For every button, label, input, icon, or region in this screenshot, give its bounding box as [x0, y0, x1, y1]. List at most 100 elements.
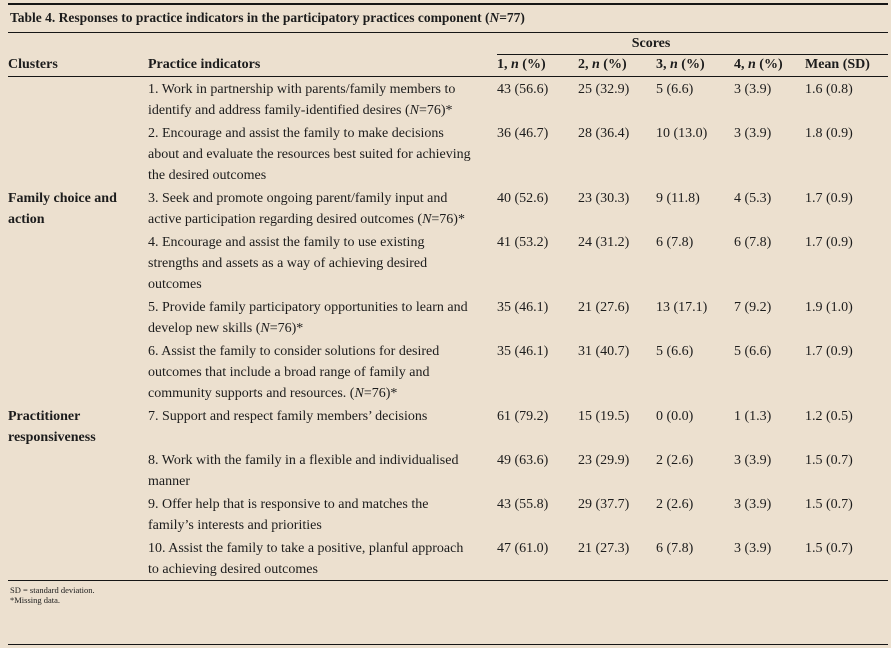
footnote-sd-definition: SD = standard deviation.: [10, 585, 95, 595]
scores-spanner-label: Scores: [497, 33, 805, 55]
score-value-1: 43 (55.8): [497, 497, 549, 512]
footnotes: SD = standard deviation. *Missing data.: [8, 581, 888, 605]
table-sheet: Table 4. Responses to practice indicator…: [8, 3, 888, 605]
score-value-1: 41 (53.2): [497, 235, 549, 250]
score-value-1: 61 (79.2): [497, 409, 549, 424]
score-value-2: 31 (40.7): [578, 344, 630, 359]
mean-sd-value: 1.6 (0.8): [805, 82, 853, 97]
score-value-4: 5 (6.6): [734, 344, 772, 359]
cluster-label: [8, 339, 148, 404]
score-value-3: 5 (6.6): [656, 344, 694, 359]
footnote-missing-data: *Missing data.: [10, 595, 61, 605]
cluster-label: [8, 295, 148, 339]
spanner-extension: [805, 33, 888, 55]
score-value-2: 23 (30.3): [578, 191, 630, 206]
mean-sd-value: 1.5 (0.7): [805, 453, 853, 468]
table-row: Practitioner responsiveness 7. Support an…: [8, 404, 888, 448]
mean-sd-value: 1.5 (0.7): [805, 497, 853, 512]
mean-sd-value: 1.2 (0.5): [805, 409, 853, 424]
table-row: 5. Provide family participatory opportun…: [8, 295, 888, 339]
cluster-label: Practitioner responsiveness: [8, 409, 96, 445]
score-value-1: 40 (52.6): [497, 191, 549, 206]
table-row: 6. Assist the family to consider solutio…: [8, 339, 888, 404]
col-header-score-2: 2, n (%): [578, 54, 656, 77]
score-value-3: 9 (11.8): [656, 191, 700, 206]
score-value-4: 7 (9.2): [734, 300, 772, 315]
score-value-2: 25 (32.9): [578, 82, 630, 97]
cluster-label: [8, 492, 148, 536]
practice-indicator: 7. Support and respect family members’ d…: [148, 409, 428, 424]
col-header-score-3: 3, n (%): [656, 54, 734, 77]
practice-indicator: 1. Work in partnership with parents/fami…: [148, 82, 456, 118]
table-title: Table 4. Responses to practice indicator…: [8, 5, 888, 33]
score-value-4: 3 (3.9): [734, 126, 772, 141]
col-header-clusters: Clusters: [8, 54, 148, 77]
practice-indicator: 4. Encourage and assist the family to us…: [148, 235, 428, 292]
cluster-label: [8, 77, 148, 122]
score-value-4: 3 (3.9): [734, 453, 772, 468]
score-value-3: 10 (13.0): [656, 126, 708, 141]
score-value-3: 2 (2.6): [656, 453, 694, 468]
table-row: 10. Assist the family to take a positive…: [8, 536, 888, 581]
score-value-1: 36 (46.7): [497, 126, 549, 141]
table-row: 8. Work with the family in a flexible an…: [8, 448, 888, 492]
cluster-label: [8, 121, 148, 186]
practice-indicator: 6. Assist the family to consider solutio…: [148, 344, 440, 401]
score-value-4: 1 (1.3): [734, 409, 772, 424]
score-value-2: 29 (37.7): [578, 497, 630, 512]
cluster-label: Family choice and action: [8, 191, 117, 227]
practice-indicator: 9. Offer help that is responsive to and …: [148, 497, 429, 533]
mean-sd-value: 1.9 (1.0): [805, 300, 853, 315]
table-row: 4. Encourage and assist the family to us…: [8, 230, 888, 295]
score-value-1: 47 (61.0): [497, 541, 549, 556]
score-value-3: 5 (6.6): [656, 82, 694, 97]
score-value-1: 35 (46.1): [497, 300, 549, 315]
score-value-2: 23 (29.9): [578, 453, 630, 468]
score-value-3: 13 (17.1): [656, 300, 708, 315]
score-value-3: 0 (0.0): [656, 409, 694, 424]
mean-sd-value: 1.7 (0.9): [805, 191, 853, 206]
practice-indicator: 5. Provide family participatory opportun…: [148, 300, 468, 336]
table-row: 1. Work in partnership with parents/fami…: [8, 77, 888, 122]
table-body: 1. Work in partnership with parents/fami…: [8, 77, 888, 581]
score-value-4: 3 (3.9): [734, 497, 772, 512]
mean-sd-value: 1.8 (0.9): [805, 126, 853, 141]
score-value-3: 6 (7.8): [656, 541, 694, 556]
mean-sd-value: 1.5 (0.7): [805, 541, 853, 556]
scores-spanner-row: Scores: [8, 33, 888, 55]
practice-indicator: 10. Assist the family to take a positive…: [148, 541, 464, 577]
col-header-score-1: 1, n (%): [497, 54, 578, 77]
score-value-4: 6 (7.8): [734, 235, 772, 250]
score-value-3: 2 (2.6): [656, 497, 694, 512]
col-header-practice-indicators: Practice indicators: [148, 54, 497, 77]
table-row: 9. Offer help that is responsive to and …: [8, 492, 888, 536]
score-value-4: 3 (3.9): [734, 82, 772, 97]
mean-sd-value: 1.7 (0.9): [805, 344, 853, 359]
score-value-3: 6 (7.8): [656, 235, 694, 250]
score-value-2: 15 (19.5): [578, 409, 630, 424]
table-head: Scores Clusters Practice indicators 1, n…: [8, 33, 888, 77]
score-value-2: 24 (31.2): [578, 235, 630, 250]
bottom-divider: [8, 644, 888, 645]
column-header-row: Clusters Practice indicators 1, n (%) 2,…: [8, 54, 888, 77]
practice-indicator: 3. Seek and promote ongoing parent/famil…: [148, 191, 465, 227]
table-row: 2. Encourage and assist the family to ma…: [8, 121, 888, 186]
mean-sd-value: 1.7 (0.9): [805, 235, 853, 250]
score-value-2: 21 (27.3): [578, 541, 630, 556]
cluster-label: [8, 536, 148, 581]
score-value-1: 49 (63.6): [497, 453, 549, 468]
score-value-2: 21 (27.6): [578, 300, 630, 315]
practice-indicator: 8. Work with the family in a flexible an…: [148, 453, 459, 489]
practice-indicator: 2. Encourage and assist the family to ma…: [148, 126, 471, 183]
table-row: Family choice and action 3. Seek and prom…: [8, 186, 888, 230]
col-header-score-4: 4, n (%): [734, 54, 805, 77]
cluster-label: [8, 230, 148, 295]
col-header-mean-sd: Mean (SD): [805, 54, 888, 77]
score-value-4: 4 (5.3): [734, 191, 772, 206]
score-value-4: 3 (3.9): [734, 541, 772, 556]
score-value-2: 28 (36.4): [578, 126, 630, 141]
score-value-1: 35 (46.1): [497, 344, 549, 359]
score-value-1: 43 (56.6): [497, 82, 549, 97]
cluster-label: [8, 448, 148, 492]
spanner-spacer: [8, 33, 497, 55]
